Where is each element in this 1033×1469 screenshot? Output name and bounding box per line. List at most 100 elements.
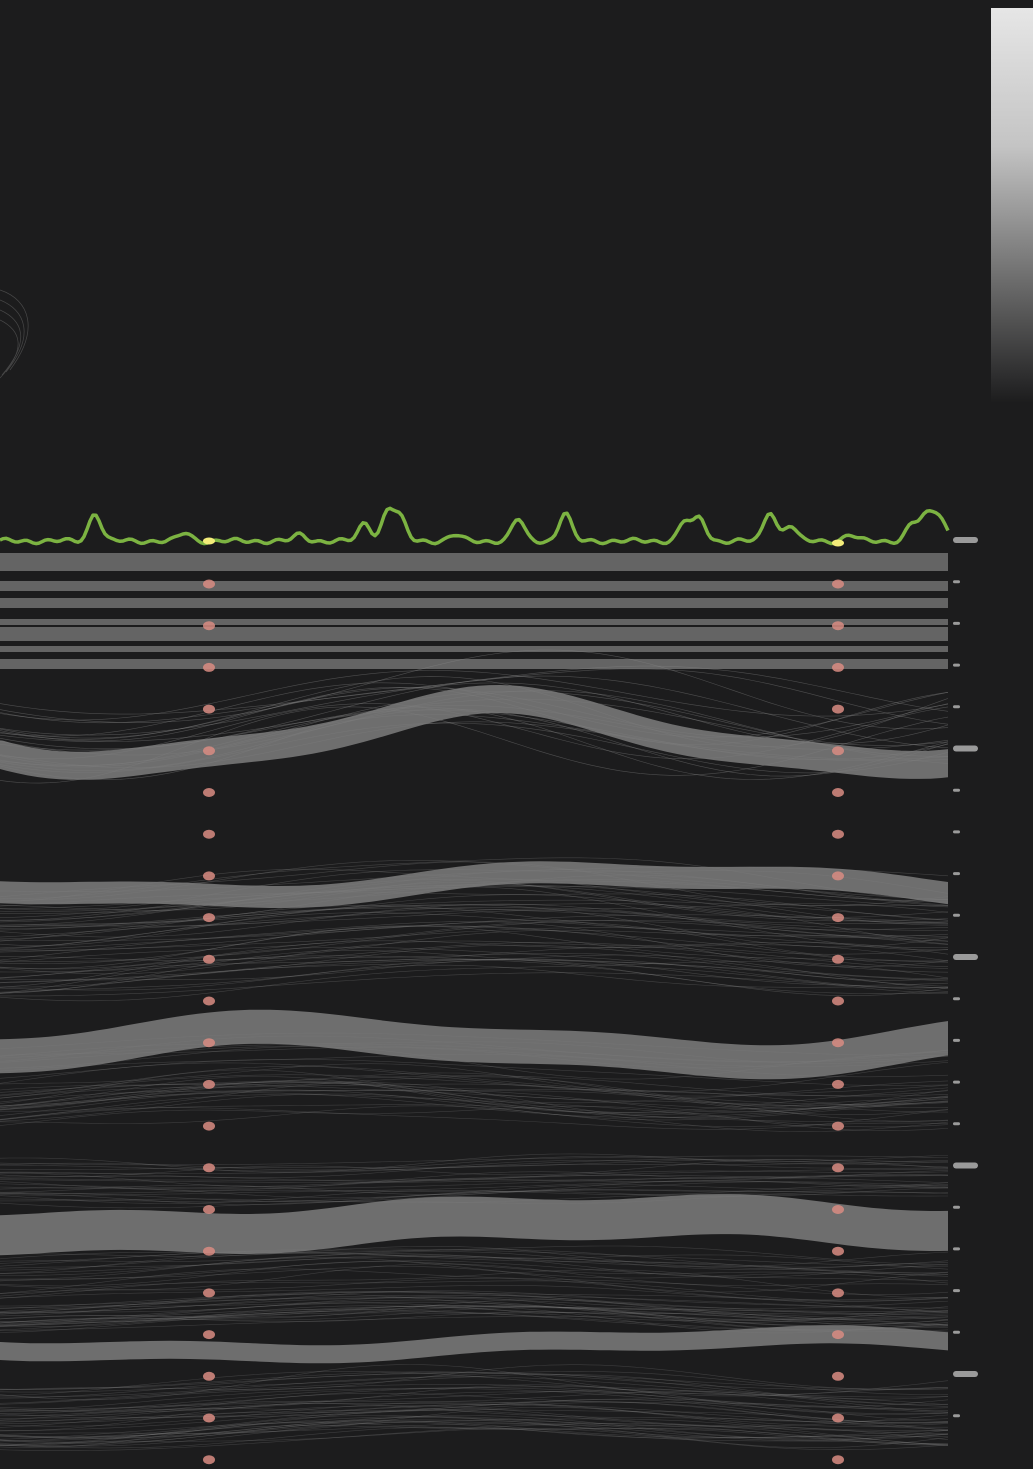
flow-line [0, 1160, 948, 1172]
marker-dot [832, 621, 844, 631]
flow-line [0, 1295, 948, 1309]
grayscale-legend-bar [991, 8, 1033, 403]
flow-line [0, 1426, 948, 1449]
flow-line [0, 1181, 948, 1196]
horizontal-band-stack [0, 553, 948, 669]
flow-line [0, 944, 948, 980]
flow-line [0, 921, 948, 963]
flow-line [0, 1266, 948, 1293]
flow-line [0, 1173, 948, 1191]
flow-line [0, 903, 948, 938]
flow-line [0, 1423, 948, 1449]
flow-line [0, 886, 948, 931]
flow-line [0, 1092, 948, 1118]
flow-line [0, 1416, 948, 1441]
flow-line [0, 1175, 948, 1189]
flow-line [0, 958, 948, 986]
right-tick-axis [953, 537, 978, 1418]
minor-tick [953, 997, 960, 1001]
flow-line [0, 1291, 948, 1313]
marker-dot [203, 1038, 215, 1048]
flow-line [0, 925, 948, 969]
flow-line [0, 1061, 948, 1092]
flow-line [0, 903, 948, 946]
flow-line [0, 891, 948, 921]
flow-line [0, 1248, 948, 1267]
flow-line [0, 1159, 948, 1170]
flow-band-4 [0, 1194, 948, 1256]
flow-line [0, 1421, 948, 1447]
flow-line [0, 665, 948, 715]
flow-line [0, 950, 948, 994]
flow-line [0, 1415, 948, 1440]
flow-line [0, 1384, 948, 1415]
flow-line [0, 910, 948, 939]
minor-tick [953, 580, 960, 584]
flow-line [0, 1292, 948, 1312]
flow-line [0, 1251, 948, 1276]
flow-line [0, 1415, 948, 1448]
marker-dot-columns [203, 579, 844, 1465]
flow-line [0, 1388, 948, 1415]
flow-line [0, 1104, 948, 1132]
flow-band-3 [0, 1009, 948, 1080]
flow-line [0, 1407, 948, 1435]
flow-line [0, 1299, 948, 1323]
flow-line [0, 1312, 948, 1333]
marker-dot [832, 746, 844, 756]
flow-line [0, 1159, 948, 1178]
flow-line [0, 1089, 948, 1113]
marker-dot [203, 788, 215, 797]
marker-dot [203, 621, 215, 631]
flow-line [0, 1285, 948, 1302]
marker-dot [832, 1413, 844, 1423]
flow-line [0, 1065, 948, 1097]
flow-line [0, 1420, 948, 1443]
flow-line [0, 959, 948, 994]
top-left-arc-group [0, 289, 29, 379]
flow-line [0, 1253, 948, 1277]
flow-line [0, 1156, 948, 1171]
flow-line [0, 946, 948, 978]
marker-dot [203, 662, 215, 672]
flow-line [0, 1425, 948, 1446]
flow-line [0, 1403, 948, 1431]
flow-line [0, 904, 948, 948]
minor-tick [953, 1205, 960, 1209]
marker-dot [203, 1288, 215, 1298]
flow-line [0, 1187, 948, 1205]
flow-line [0, 1316, 948, 1331]
flow-line [0, 1251, 948, 1270]
flow-line [0, 1155, 948, 1166]
marker-dot [832, 871, 844, 881]
flow-line [0, 1245, 948, 1267]
marker-dot [832, 1038, 844, 1048]
marker-dot [203, 871, 215, 881]
flow-line [0, 1421, 948, 1444]
flow-line [0, 1404, 948, 1432]
marker-dot [832, 579, 844, 589]
minor-tick [953, 1038, 960, 1042]
flow-line [0, 1305, 948, 1326]
flow-line [0, 1082, 948, 1114]
flow-line [0, 1364, 948, 1391]
marker-dot [832, 1371, 844, 1381]
flow-line [0, 1398, 948, 1422]
flow-line [0, 1299, 948, 1320]
minor-tick [953, 705, 960, 709]
flow-line [0, 1180, 948, 1195]
flow-line [0, 919, 948, 951]
flow-line [0, 925, 948, 955]
flow-line [0, 959, 948, 984]
flow-line [0, 908, 948, 951]
flow-line [0, 903, 948, 928]
flow-line [0, 1105, 948, 1127]
marker-dot [832, 1121, 844, 1131]
flow-line [0, 929, 948, 961]
flow-line [0, 1075, 948, 1097]
flow-line [0, 1302, 948, 1322]
flow-line [0, 1290, 948, 1313]
flow-line [0, 940, 948, 970]
flow-line [0, 1428, 948, 1450]
